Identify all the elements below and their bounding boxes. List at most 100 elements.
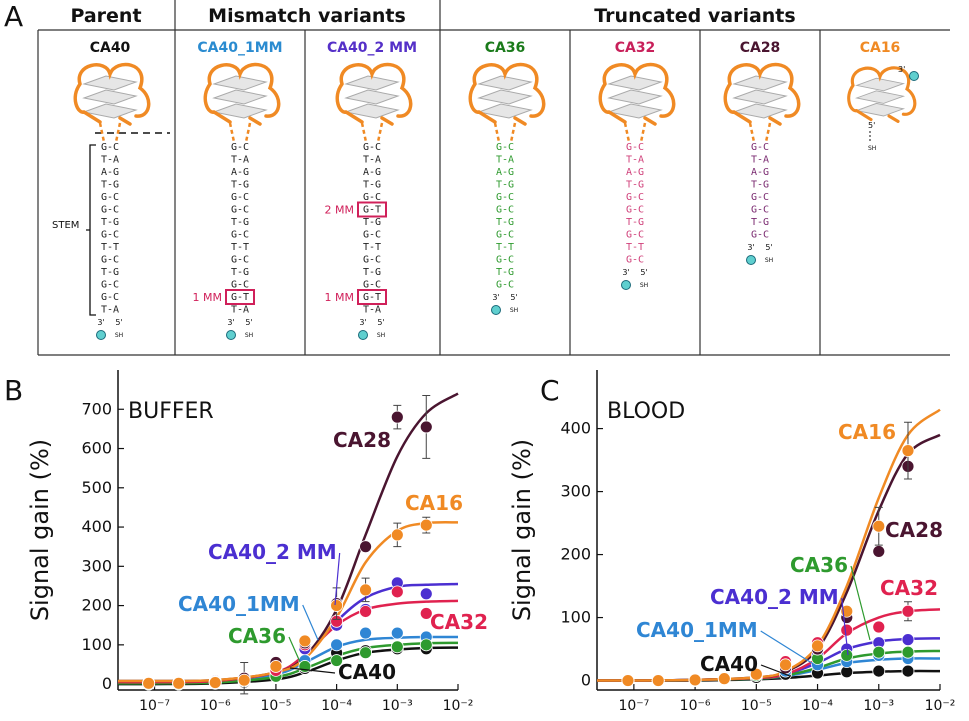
data-point xyxy=(749,667,763,681)
quartet-plane xyxy=(82,75,138,91)
redox-tag xyxy=(746,255,756,265)
variant-name: CA40 xyxy=(90,40,131,56)
base-pair: G-C xyxy=(101,192,119,203)
series-label: CA40_1MM xyxy=(178,592,300,616)
base-pair: A-G xyxy=(231,167,249,178)
label-pointer xyxy=(760,630,816,666)
loop xyxy=(468,62,546,126)
base-pair: G-C xyxy=(626,255,644,266)
base-pair: G-T xyxy=(363,292,381,303)
base-pair: T-G xyxy=(231,217,249,228)
quartet-plane xyxy=(344,75,400,91)
base-pair: T-T xyxy=(231,242,249,253)
data-point xyxy=(330,654,344,667)
base-pair: T-G xyxy=(101,180,119,191)
base-pair: G-C xyxy=(231,280,249,291)
y-tick-label: 700 xyxy=(81,399,112,418)
data-point xyxy=(872,620,886,634)
quartet-plane xyxy=(212,75,268,91)
variant-name: CA28 xyxy=(740,40,781,56)
base-pair: G-C xyxy=(626,192,644,203)
x-tick-label: 10⁻² xyxy=(925,698,956,714)
y-tick-label: 100 xyxy=(560,608,591,627)
base-pair: T-T xyxy=(626,242,644,253)
series-label: CA28 xyxy=(333,428,391,452)
five-prime: 5' xyxy=(868,121,875,130)
stem-label: STEM xyxy=(52,220,79,231)
series-label: CA36 xyxy=(228,624,286,648)
data-point xyxy=(172,676,186,690)
column-header: Truncated variants xyxy=(594,5,795,27)
series-label: CA32 xyxy=(430,610,488,634)
quartet-plane xyxy=(854,102,906,117)
data-point xyxy=(359,540,372,554)
data-point xyxy=(901,444,915,458)
data-point xyxy=(872,645,886,659)
five-prime: 5' xyxy=(377,318,384,327)
base-pair: A-G xyxy=(751,167,769,178)
data-point xyxy=(419,638,433,652)
condition-label: BUFFER xyxy=(128,399,214,424)
x-tick-label: 10⁻⁵ xyxy=(261,698,292,714)
variant-name: CA16 xyxy=(860,40,901,56)
three-prime: 3' xyxy=(492,293,499,302)
mismatch-box xyxy=(357,201,387,218)
data-point xyxy=(901,664,915,678)
quartet-plane xyxy=(732,89,788,105)
linker xyxy=(360,122,384,143)
label-pointer xyxy=(289,667,336,674)
loop xyxy=(723,62,801,126)
redox-tag xyxy=(226,330,236,340)
column-header: Mismatch variants xyxy=(208,5,406,27)
data-point xyxy=(901,633,915,647)
thiol: SH xyxy=(377,332,385,339)
base-pair: T-G xyxy=(496,217,514,228)
data-point xyxy=(419,518,433,532)
data-point xyxy=(359,605,372,618)
five-prime: 5' xyxy=(115,318,122,327)
three-prime: 3' xyxy=(622,268,629,277)
base-pair: T-A xyxy=(231,155,249,166)
loop xyxy=(203,62,281,126)
data-point xyxy=(840,623,854,637)
base-pair: G-C xyxy=(496,230,514,241)
label-pointer xyxy=(760,664,791,677)
series-label: CA40 xyxy=(700,652,758,676)
data-point xyxy=(390,410,404,424)
redox-tag xyxy=(491,305,501,315)
linker xyxy=(748,122,772,143)
linker xyxy=(493,122,517,143)
data-point xyxy=(390,528,404,542)
quartet-plane xyxy=(344,103,400,119)
base-pair: T-G xyxy=(751,180,769,191)
base-pair: T-A xyxy=(363,155,381,166)
y-tick-label: 300 xyxy=(81,556,112,575)
data-point xyxy=(872,664,886,678)
base-pair: G-C xyxy=(363,230,381,241)
mismatch-box xyxy=(357,289,387,305)
loop xyxy=(847,66,917,123)
data-point xyxy=(390,626,404,640)
five-prime: 5' xyxy=(765,243,772,252)
base-pair: G-C xyxy=(496,205,514,216)
data-point xyxy=(359,583,372,597)
quartet-plane xyxy=(732,75,788,91)
y-tick-label: 0 xyxy=(581,671,591,690)
y-tick-label: 200 xyxy=(81,596,112,615)
g-quadruplex xyxy=(335,62,413,126)
three-prime: 3' xyxy=(97,318,104,327)
series-label: CA40_2 MM xyxy=(710,585,839,609)
base-pair: T-A xyxy=(363,305,381,316)
data-point xyxy=(359,626,372,640)
g-quadruplex xyxy=(723,62,801,126)
three-prime: 3' xyxy=(359,318,366,327)
data-point xyxy=(390,585,404,599)
data-point xyxy=(872,519,886,533)
quartet-plane xyxy=(82,103,138,119)
data-point xyxy=(779,658,792,672)
base-pair: G-C xyxy=(626,230,644,241)
base-pair: G-C xyxy=(101,280,119,291)
data-point xyxy=(359,646,372,660)
